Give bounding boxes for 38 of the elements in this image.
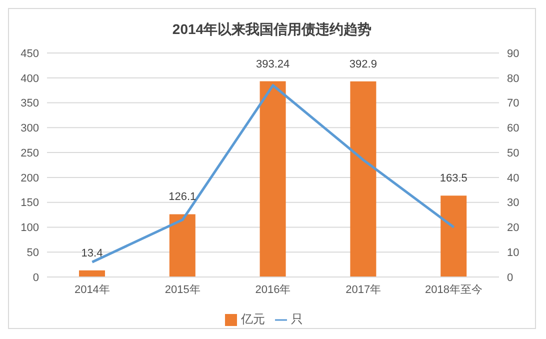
bar: [350, 81, 376, 277]
x-tick-label: 2018年至今: [425, 284, 483, 296]
y2-tick-label: 80: [507, 72, 520, 85]
legend-label: 亿元: [241, 312, 265, 326]
bar: [169, 214, 196, 277]
y2-tick-label: 90: [507, 48, 520, 60]
y-tick-label: 200: [20, 172, 39, 184]
data-label: 13.4: [81, 247, 103, 260]
legend-label: 只: [291, 312, 303, 326]
y2-tick-label: 50: [507, 147, 520, 160]
bar: [260, 81, 286, 277]
y-tick-label: 300: [20, 122, 39, 135]
x-tick-label: 2015年: [164, 284, 200, 296]
y-tick-label: 50: [26, 247, 39, 260]
data-label: 392.9: [349, 58, 377, 70]
x-tick-label: 2017年: [346, 284, 382, 296]
y-tick-label: 150: [20, 197, 39, 210]
x-tick-label: 2016年: [255, 284, 291, 296]
bar: [440, 196, 467, 277]
data-label: 393.24: [256, 58, 290, 70]
y2-tick-label: 20: [507, 222, 520, 234]
data-label: 163.5: [440, 172, 468, 185]
y2-tick-label: 60: [507, 122, 520, 135]
y-tick-label: 400: [20, 72, 39, 85]
y2-tick-label: 70: [507, 98, 520, 110]
y-tick-label: 100: [20, 222, 39, 234]
y2-tick-label: 30: [507, 197, 520, 210]
y-tick-label: 0: [32, 272, 39, 284]
chart-title: 2014年以来我国信用债违约趋势: [171, 20, 373, 39]
y2-tick-label: 10: [507, 247, 520, 260]
y2-tick-label: 40: [507, 172, 520, 184]
y-tick-label: 250: [20, 147, 39, 160]
data-label: 126.1: [168, 191, 196, 204]
y2-tick-label: 0: [507, 272, 514, 284]
x-tick-label: 2014年: [74, 284, 110, 296]
bar: [79, 270, 105, 277]
y-tick-label: 450: [20, 48, 39, 60]
y-tick-label: 350: [20, 98, 39, 110]
